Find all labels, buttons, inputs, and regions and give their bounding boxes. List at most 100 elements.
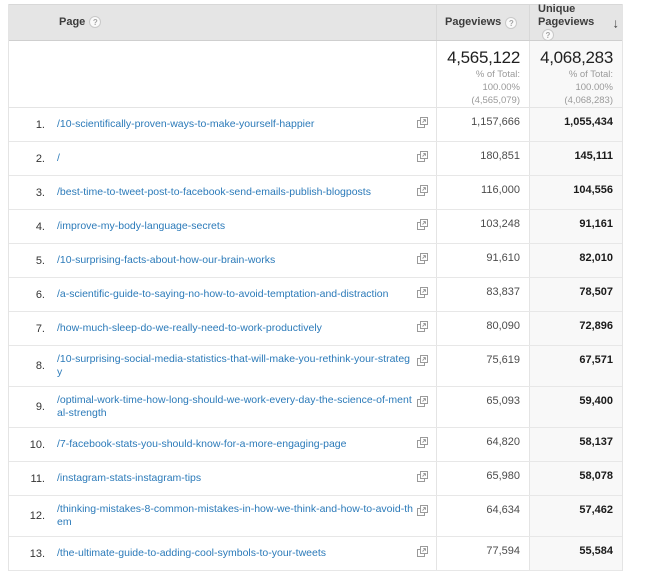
- open-in-new-window-icon[interactable]: [416, 115, 436, 134]
- row-unique-pageviews: 57,462: [529, 496, 622, 536]
- row-unique-pageviews: 67,571: [529, 346, 622, 386]
- total-unique-pageviews-base: (4,068,283): [564, 95, 613, 106]
- row-page-link[interactable]: /improve-my-body-language-secrets: [57, 220, 226, 232]
- table-row: 5. /10-surprising-facts-about-how-our-br…: [9, 244, 622, 278]
- row-pageviews: 65,980: [436, 462, 529, 495]
- row-page-link[interactable]: /best-time-to-tweet-post-to-facebook-sen…: [57, 186, 371, 198]
- row-pageviews: 180,851: [436, 142, 529, 175]
- row-rank: 6.: [35, 288, 45, 301]
- row-pageviews: 75,619: [436, 346, 529, 386]
- totals-row: 4,565,122 % of Total: 100.00% (4,565,079…: [9, 41, 622, 108]
- row-pageviews: 80,090: [436, 312, 529, 345]
- row-unique-pageviews: 104,556: [529, 176, 622, 209]
- table-row: 3. /best-time-to-tweet-post-to-facebook-…: [9, 176, 622, 210]
- row-unique-pageviews: 58,078: [529, 462, 622, 495]
- column-header-pageviews-label: Pageviews: [445, 16, 502, 28]
- row-pageviews: 91,610: [436, 244, 529, 277]
- row-page-link[interactable]: /10-surprising-social-media-statistics-t…: [57, 353, 411, 378]
- row-page-link[interactable]: /10-scientifically-proven-ways-to-make-y…: [57, 118, 315, 130]
- open-in-new-window-icon[interactable]: [416, 183, 436, 202]
- row-unique-pageviews: 58,137: [529, 428, 622, 461]
- row-rank: 1.: [35, 118, 45, 131]
- table-body: 1. /10-scientifically-proven-ways-to-mak…: [9, 108, 622, 571]
- total-pageviews-pct: 100.00%: [482, 82, 520, 93]
- total-unique-pageviews-pct-label: % of Total:: [568, 69, 613, 80]
- row-unique-pageviews: 145,111: [529, 142, 622, 175]
- row-page-link[interactable]: /7-facebook-stats-you-should-know-for-a-…: [57, 438, 347, 450]
- row-rank: 10.: [29, 438, 45, 451]
- row-pageviews: 103,248: [436, 210, 529, 243]
- total-unique-pageviews-pct: 100.00%: [575, 82, 613, 93]
- help-icon[interactable]: ?: [505, 16, 518, 29]
- column-header-unique-pageviews[interactable]: Unique Pageviews? ↓: [529, 3, 622, 42]
- row-unique-pageviews: 59,400: [529, 387, 622, 427]
- row-page-link[interactable]: /instagram-stats-instagram-tips: [57, 472, 202, 484]
- open-in-new-window-icon[interactable]: [416, 503, 436, 522]
- table-row: 7. /how-much-sleep-do-we-really-need-to-…: [9, 312, 622, 346]
- open-in-new-window-icon[interactable]: [416, 469, 436, 488]
- table-row: 4. /improve-my-body-language-secrets 103…: [9, 210, 622, 244]
- row-pageviews: 1,157,666: [436, 108, 529, 141]
- row-rank: 13.: [29, 547, 45, 560]
- open-in-new-window-icon[interactable]: [416, 435, 436, 454]
- help-icon[interactable]: ?: [542, 29, 554, 42]
- table-row: 2. / 180,851 145,111: [9, 142, 622, 176]
- table-row: 6. /a-scientific-guide-to-saying-no-how-…: [9, 278, 622, 312]
- totals-page-cell: [9, 41, 436, 107]
- row-pageviews: 77,594: [436, 537, 529, 570]
- row-page-link[interactable]: /how-much-sleep-do-we-really-need-to-wor…: [57, 322, 322, 334]
- row-page-link[interactable]: /a-scientific-guide-to-saying-no-how-to-…: [57, 288, 389, 300]
- totals-pageviews-cell: 4,565,122 % of Total: 100.00% (4,565,079…: [436, 41, 529, 107]
- open-in-new-window-icon[interactable]: [416, 217, 436, 236]
- column-header-pageviews[interactable]: Pageviews?: [436, 5, 529, 40]
- row-pageviews: 65,093: [436, 387, 529, 427]
- row-page-link[interactable]: /: [57, 152, 60, 164]
- table-header-row: Page? Pageviews? Unique Pageviews? ↓: [9, 3, 622, 42]
- row-page-link[interactable]: /the-ultimate-guide-to-adding-cool-symbo…: [57, 547, 327, 559]
- help-icon[interactable]: ?: [89, 16, 102, 29]
- row-unique-pageviews: 91,161: [529, 210, 622, 243]
- row-page-link[interactable]: /optimal-work-time-how-long-should-we-wo…: [57, 394, 412, 419]
- row-rank: 4.: [35, 220, 45, 233]
- row-rank: 8.: [35, 360, 45, 372]
- open-in-new-window-icon[interactable]: [416, 394, 436, 413]
- column-header-unique-pageviews-label: Unique Pageviews: [538, 3, 595, 28]
- total-pageviews-pct-label: % of Total:: [475, 69, 520, 80]
- row-rank: 12.: [29, 510, 45, 522]
- row-rank: 9.: [35, 401, 45, 413]
- table-row: 12. /thinking-mistakes-8-common-mistakes…: [9, 496, 622, 537]
- open-in-new-window-icon[interactable]: [416, 251, 436, 270]
- row-page-link[interactable]: /thinking-mistakes-8-common-mistakes-in-…: [57, 503, 413, 528]
- row-unique-pageviews: 72,896: [529, 312, 622, 345]
- row-pageviews: 64,820: [436, 428, 529, 461]
- row-rank: 2.: [35, 152, 45, 165]
- row-unique-pageviews: 78,507: [529, 278, 622, 311]
- table-row: 8. /10-surprising-social-media-statistic…: [9, 346, 622, 387]
- row-rank: 3.: [35, 186, 45, 199]
- open-in-new-window-icon[interactable]: [416, 544, 436, 563]
- row-pageviews: 83,837: [436, 278, 529, 311]
- table-row: 10. /7-facebook-stats-you-should-know-fo…: [9, 428, 622, 462]
- table-row: 11. /instagram-stats-instagram-tips 65,9…: [9, 462, 622, 496]
- open-in-new-window-icon[interactable]: [416, 353, 436, 372]
- open-in-new-window-icon[interactable]: [416, 149, 436, 168]
- column-header-page[interactable]: Page?: [9, 16, 436, 29]
- column-header-page-label: Page: [59, 16, 86, 28]
- total-pageviews-base: (4,565,079): [471, 95, 520, 106]
- total-pageviews-value: 4,565,122: [447, 48, 520, 67]
- row-pageviews: 116,000: [436, 176, 529, 209]
- row-rank: 11.: [30, 472, 45, 485]
- row-unique-pageviews: 1,055,434: [529, 108, 622, 141]
- totals-unique-pageviews-cell: 4,068,283 % of Total: 100.00% (4,068,283…: [529, 41, 622, 107]
- row-rank: 5.: [35, 254, 45, 267]
- open-in-new-window-icon[interactable]: [416, 319, 436, 338]
- total-unique-pageviews-value: 4,068,283: [540, 48, 613, 67]
- open-in-new-window-icon[interactable]: [416, 285, 436, 304]
- row-unique-pageviews: 55,584: [529, 537, 622, 570]
- row-pageviews: 64,634: [436, 496, 529, 536]
- row-page-link[interactable]: /10-surprising-facts-about-how-our-brain…: [57, 254, 276, 266]
- sort-descending-arrow-icon[interactable]: ↓: [612, 15, 620, 30]
- row-rank: 7.: [35, 322, 45, 335]
- table-row: 13. /the-ultimate-guide-to-adding-cool-s…: [9, 537, 622, 571]
- analytics-pages-table: Page? Pageviews? Unique Pageviews? ↓ 4,5…: [8, 3, 623, 571]
